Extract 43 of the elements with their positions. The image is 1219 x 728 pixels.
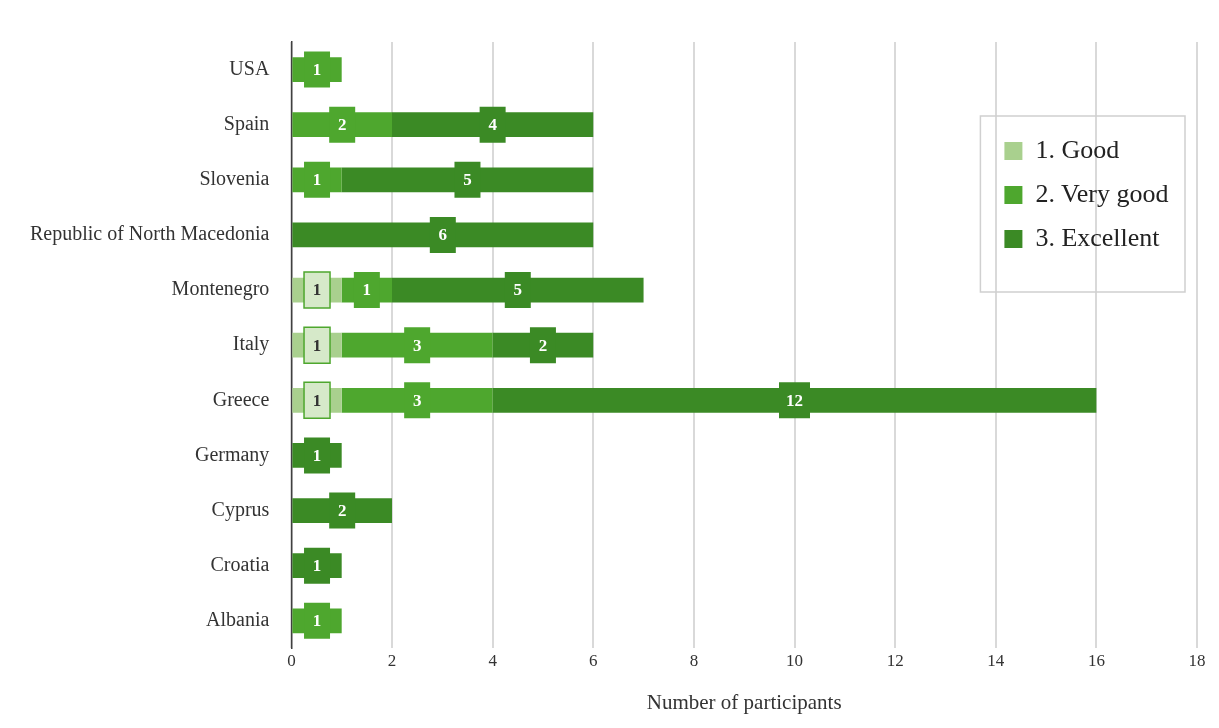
data-label: 1	[312, 335, 322, 355]
data-label: 1	[312, 611, 322, 631]
data-label: 2	[337, 115, 347, 135]
x-tick-label: 4	[488, 651, 498, 671]
data-label: 6	[438, 225, 448, 245]
data-label: 1	[312, 556, 322, 576]
y-tick-label: Greece	[212, 387, 270, 410]
x-tick-label: 2	[387, 651, 397, 671]
legend-label: 1. Good	[1035, 134, 1120, 164]
x-tick-label: 14	[987, 651, 1005, 671]
y-tick-label: Italy	[232, 332, 270, 356]
data-label: 1	[312, 280, 322, 300]
legend-label: 2. Very good	[1035, 178, 1169, 208]
x-tick-label: 18	[1188, 651, 1206, 671]
y-tick-label: Albania	[206, 608, 270, 631]
y-tick-label: Montenegro	[171, 277, 270, 301]
data-label: 1	[312, 390, 322, 410]
y-tick-label: USA	[229, 56, 270, 79]
y-tick-label: Republic of North Macedonia	[30, 222, 270, 246]
y-tick-label: Spain	[223, 111, 270, 135]
data-label: 1	[312, 59, 322, 79]
x-tick-label: 0	[287, 651, 296, 671]
data-label: 2	[337, 500, 347, 520]
x-tick-label: 8	[689, 651, 699, 671]
data-label: 12	[786, 390, 803, 410]
x-tick-label: 10	[786, 651, 803, 671]
data-label: 1	[312, 445, 322, 465]
data-label: 5	[463, 170, 472, 190]
legend-label: 3. Excellent	[1035, 222, 1161, 252]
data-label: 2	[538, 335, 548, 355]
x-tick-label: 16	[1087, 651, 1105, 671]
data-label: 3	[412, 335, 422, 355]
data-label: 4	[488, 115, 498, 135]
y-tick-label: Cyprus	[211, 497, 270, 521]
x-axis-title: Number of participants	[646, 689, 842, 714]
data-label: 5	[513, 280, 523, 300]
x-tick-label: 12	[886, 651, 904, 671]
data-label: 3	[412, 390, 422, 410]
y-tick-label: Germany	[194, 442, 270, 466]
data-label: 1	[312, 170, 322, 190]
x-tick-label: 6	[589, 651, 598, 671]
y-tick-label: Croatia	[210, 552, 270, 575]
y-tick-label: Slovenia	[199, 167, 270, 190]
